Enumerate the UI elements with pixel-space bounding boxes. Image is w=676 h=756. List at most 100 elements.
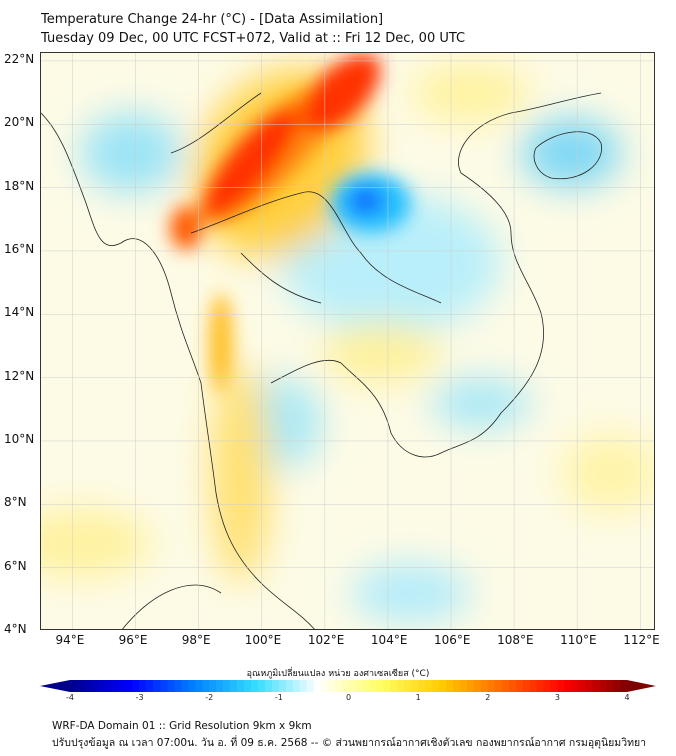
footer-credit: ปรับปรุงข้อมูล ณ เวลา 07:00น. วัน อ. ที่… xyxy=(52,737,647,749)
colorbar-segment xyxy=(125,680,133,692)
colorbar-segment xyxy=(411,680,419,692)
lat-tick-label: 22°N xyxy=(4,51,35,66)
lon-tick-label: 102°E xyxy=(307,633,345,647)
lon-tick-label: 112°E xyxy=(623,633,660,647)
colorbar-segment xyxy=(522,680,530,692)
colorbar-segment xyxy=(70,680,78,692)
colorbar-segment xyxy=(480,680,489,692)
colorbar-tick-label: -4 xyxy=(66,693,74,702)
colorbar-segment xyxy=(320,680,328,692)
colorbar-label: อุณหภูมิเปลี่ยนแปลง หน่วย องศาเซลเซียส (… xyxy=(246,669,430,679)
colorbar-segment xyxy=(390,680,398,692)
lat-tick-label: 12°N xyxy=(4,368,35,383)
colorbar-segment xyxy=(327,680,335,692)
colorbar-segment xyxy=(278,680,287,692)
colorbar-tick-label: 2 xyxy=(485,693,491,702)
colorbar-segment xyxy=(188,680,196,692)
colorbar-segment xyxy=(285,680,294,692)
colorbar-segment xyxy=(501,680,509,692)
lat-tick-label: 10°N xyxy=(4,431,35,446)
colorbar-segment xyxy=(592,680,600,692)
colorbar-segment xyxy=(571,680,579,692)
colorbar-segment xyxy=(362,680,370,692)
colorbar-segment xyxy=(564,680,572,692)
lon-tick-label: 110°E xyxy=(560,633,597,647)
colorbar-segment xyxy=(536,680,544,692)
colorbar-segment xyxy=(550,680,558,692)
footer-model-info: WRF-DA Domain 01 :: Grid Resolution 9km … xyxy=(52,720,312,732)
colorbar-segment xyxy=(557,680,565,692)
colorbar-segment xyxy=(613,680,621,692)
colorbar-tick-label: 3 xyxy=(554,693,560,702)
colorbar-segment xyxy=(139,680,147,692)
colorbar-tick-label: 0 xyxy=(345,693,352,702)
colorbar-segment xyxy=(83,680,92,692)
colorbar-segment xyxy=(494,680,502,692)
colorbar-segment xyxy=(355,680,363,692)
colorbar-segment xyxy=(529,680,537,692)
lon-tick-label: 98°E xyxy=(181,633,211,647)
colorbar-segment xyxy=(585,680,593,692)
colorbar xyxy=(40,680,656,692)
colorbar-segment xyxy=(452,680,461,692)
colorbar-segment xyxy=(257,680,266,692)
colorbar-segment xyxy=(97,680,106,692)
colorbar-segment xyxy=(244,680,252,692)
colorbar-segment xyxy=(237,680,245,692)
colorbar-segment xyxy=(306,680,314,692)
colorbar-segment xyxy=(90,680,99,692)
colorbar-tick-label: 4 xyxy=(624,693,630,702)
lat-tick-label: 16°N xyxy=(4,241,35,256)
colorbar-segment xyxy=(620,680,628,692)
colorbar-segment xyxy=(118,680,126,692)
colorbar-segment xyxy=(606,680,614,692)
colorbar-segment xyxy=(404,680,412,692)
colorbar-segment xyxy=(459,680,468,692)
colorbar-segment xyxy=(313,680,321,692)
lat-tick-label: 20°N xyxy=(4,115,35,130)
colorbar-segment xyxy=(174,680,182,692)
colorbar-min-extend xyxy=(40,680,70,692)
colorbar-tick-label: -2 xyxy=(205,693,214,702)
colorbar-segment xyxy=(251,680,259,692)
lat-tick-label: 8°N xyxy=(4,495,27,510)
colorbar-tick-label: -1 xyxy=(274,693,283,702)
colorbar-segment xyxy=(230,680,238,692)
colorbar-segment xyxy=(153,680,161,692)
lat-tick-label: 14°N xyxy=(4,305,35,320)
colorbar-segment xyxy=(439,680,447,692)
colorbar-max-extend xyxy=(627,680,656,692)
colorbar-segment xyxy=(292,680,301,692)
colorbar-segment xyxy=(195,680,203,692)
lat-tick-label: 6°N xyxy=(4,558,27,573)
lat-tick-label: 4°N xyxy=(4,622,27,636)
coastline-borders xyxy=(41,92,603,629)
colorbar-segment xyxy=(216,680,224,692)
colorbar-segment xyxy=(299,680,308,692)
colorbar-segment xyxy=(146,680,154,692)
colorbar-segment xyxy=(425,680,433,692)
colorbar-segment xyxy=(202,680,210,692)
colorbar-segment xyxy=(473,680,482,692)
temperature-field xyxy=(41,53,654,629)
colorbar-segment xyxy=(181,680,189,692)
map-title: Temperature Change 24-hr (°C) - [Data As… xyxy=(41,12,384,27)
colorbar-segment xyxy=(432,680,440,692)
colorbar-segment xyxy=(397,680,405,692)
colorbar-segment xyxy=(418,680,426,692)
colorbar-tick-label: 1 xyxy=(415,693,421,702)
colorbar-segment xyxy=(341,680,349,692)
lon-tick-label: 104°E xyxy=(370,633,408,647)
colorbar-segment xyxy=(445,680,454,692)
colorbar-segment xyxy=(466,680,475,692)
lat-tick-label: 18°N xyxy=(4,178,35,193)
colorbar-segment xyxy=(376,680,384,692)
lon-tick-label: 96°E xyxy=(118,633,148,647)
colorbar-segment xyxy=(487,680,496,692)
colorbar-segment xyxy=(132,680,140,692)
colorbar-segment xyxy=(167,680,175,692)
colorbar-segment xyxy=(111,680,120,692)
colorbar-segment xyxy=(383,680,391,692)
lon-tick-label: 106°E xyxy=(434,633,471,647)
